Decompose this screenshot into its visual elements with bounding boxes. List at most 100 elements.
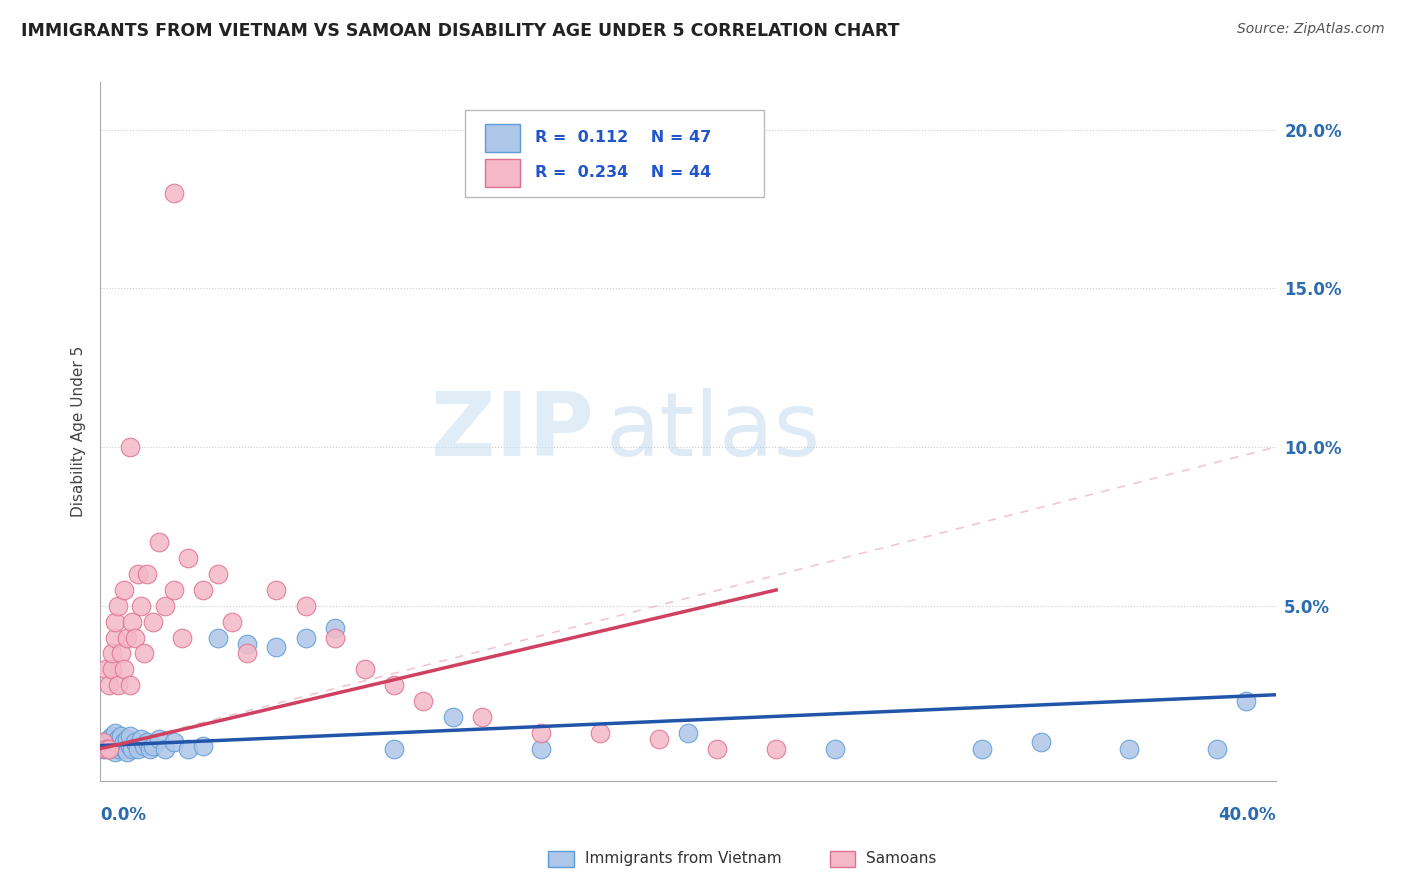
Point: [107, 732, 129, 747]
Point: [441, 710, 464, 724]
Point: [112, 582, 135, 597]
Point: [110, 647, 132, 661]
Point: [104, 631, 127, 645]
FancyBboxPatch shape: [485, 124, 520, 152]
FancyBboxPatch shape: [464, 110, 765, 197]
Point: [382, 741, 405, 756]
Text: R =  0.112    N = 47: R = 0.112 N = 47: [536, 130, 711, 145]
Point: [142, 615, 165, 629]
Point: [765, 741, 787, 756]
Point: [110, 739, 132, 753]
Point: [136, 735, 159, 749]
Text: R =  0.234    N = 44: R = 0.234 N = 44: [536, 165, 711, 180]
Point: [104, 745, 127, 759]
Point: [118, 739, 141, 753]
Point: [112, 741, 135, 756]
Point: [97, 741, 120, 756]
Point: [94, 662, 117, 676]
Point: [412, 694, 434, 708]
Point: [191, 739, 214, 753]
Text: IMMIGRANTS FROM VIETNAM VS SAMOAN DISABILITY AGE UNDER 5 CORRELATION CHART: IMMIGRANTS FROM VIETNAM VS SAMOAN DISABI…: [21, 22, 900, 40]
Point: [124, 735, 146, 749]
Point: [295, 631, 318, 645]
Point: [112, 735, 135, 749]
Point: [207, 567, 229, 582]
Point: [124, 631, 146, 645]
Text: 40.0%: 40.0%: [1218, 805, 1275, 824]
Text: Samoans: Samoans: [866, 852, 936, 866]
Point: [177, 741, 200, 756]
Point: [104, 735, 127, 749]
Point: [91, 735, 114, 749]
Point: [323, 631, 346, 645]
Point: [207, 631, 229, 645]
Point: [94, 741, 117, 756]
Point: [236, 647, 259, 661]
Text: Source: ZipAtlas.com: Source: ZipAtlas.com: [1237, 22, 1385, 37]
Text: atlas: atlas: [606, 388, 821, 475]
Point: [110, 729, 132, 743]
Point: [676, 726, 699, 740]
Point: [142, 739, 165, 753]
Point: [104, 615, 127, 629]
Point: [107, 599, 129, 613]
Point: [221, 615, 243, 629]
Point: [139, 741, 162, 756]
Point: [101, 662, 124, 676]
Point: [101, 647, 124, 661]
Point: [353, 662, 375, 676]
Text: 0.0%: 0.0%: [100, 805, 146, 824]
Point: [295, 599, 318, 613]
Point: [589, 726, 612, 740]
Point: [1118, 741, 1140, 756]
Point: [101, 729, 124, 743]
Point: [266, 640, 288, 654]
Point: [153, 599, 176, 613]
Point: [107, 741, 129, 756]
Point: [91, 741, 114, 756]
Text: Immigrants from Vietnam: Immigrants from Vietnam: [585, 852, 782, 866]
Point: [97, 732, 120, 747]
Point: [94, 735, 117, 749]
Point: [153, 741, 176, 756]
Point: [101, 739, 124, 753]
Point: [191, 582, 214, 597]
Point: [382, 678, 405, 692]
Point: [136, 567, 159, 582]
Point: [107, 678, 129, 692]
FancyBboxPatch shape: [485, 159, 520, 186]
Point: [121, 615, 143, 629]
Point: [970, 741, 993, 756]
Point: [104, 726, 127, 740]
Point: [172, 631, 194, 645]
Point: [530, 726, 553, 740]
Point: [118, 440, 141, 454]
Point: [115, 745, 138, 759]
Y-axis label: Disability Age Under 5: Disability Age Under 5: [72, 345, 86, 516]
Point: [118, 678, 141, 692]
Point: [127, 741, 149, 756]
Point: [162, 186, 184, 200]
Point: [129, 599, 152, 613]
Point: [127, 567, 149, 582]
Point: [162, 735, 184, 749]
Point: [148, 732, 170, 747]
Point: [148, 535, 170, 549]
Point: [134, 647, 156, 661]
Point: [236, 637, 259, 651]
Point: [162, 582, 184, 597]
Point: [129, 732, 152, 747]
Point: [1236, 694, 1258, 708]
Point: [177, 551, 200, 566]
Point: [706, 741, 728, 756]
Point: [471, 710, 494, 724]
Point: [323, 621, 346, 635]
Point: [647, 732, 669, 747]
Point: [1029, 735, 1052, 749]
Point: [134, 739, 156, 753]
Point: [118, 729, 141, 743]
Point: [824, 741, 846, 756]
Point: [266, 582, 288, 597]
Point: [97, 678, 120, 692]
Text: ZIP: ZIP: [432, 388, 593, 475]
